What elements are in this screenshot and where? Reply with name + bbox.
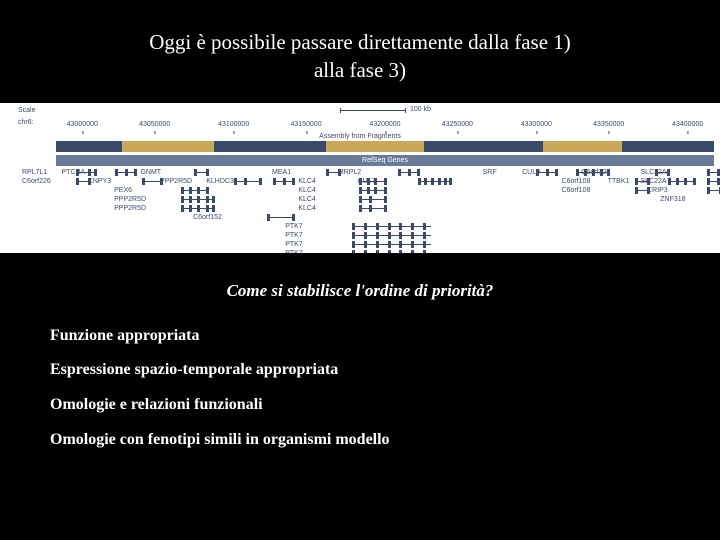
- gene-label: C6orf108: [562, 178, 591, 185]
- gene-track: [352, 241, 431, 248]
- gene-track: [76, 178, 89, 185]
- gene-area: RPL7L1C6orf226PTCRACNPY3GNMTPEX6PPP2R5DP…: [0, 169, 720, 253]
- bullet-item: Omologie con fenotipi simili in organism…: [50, 423, 670, 458]
- gene-track: [194, 169, 207, 176]
- gene-track: [707, 169, 720, 176]
- slide-subtitle: Come si stabilisce l'ordine di priorità?: [0, 253, 720, 319]
- gene-label: TTBK1: [608, 178, 630, 185]
- gene-track: [707, 178, 720, 185]
- coordinate-ruler: 43000000 43050000 43100000 43150000 43200000…: [56, 121, 714, 131]
- gene-track: [352, 232, 431, 239]
- gene-label: KLC4: [298, 178, 316, 185]
- ruler-tick: 43300000: [521, 121, 552, 128]
- gene-label: MRPL2: [338, 169, 361, 176]
- gene-track: [668, 178, 694, 185]
- gene-label: MEA1: [272, 169, 291, 176]
- gene-label: C6orf226: [22, 178, 51, 185]
- gene-track: [359, 196, 385, 203]
- gene-track: [707, 187, 720, 194]
- gene-label: KLHDC3: [206, 178, 234, 185]
- gene-track: [234, 178, 260, 185]
- gene-track: [635, 187, 648, 194]
- title-line-2: alla fase 3): [314, 58, 406, 82]
- title-line-1: Oggi è possibile passare direttamente da…: [149, 30, 571, 54]
- ruler-tick: 43200000: [369, 121, 400, 128]
- gene-track: [655, 169, 668, 176]
- gene-label: KLC4: [298, 187, 316, 194]
- gene-track: [398, 169, 418, 176]
- gene-label: KLC4: [298, 196, 316, 203]
- ruler-tick: 43000000: [67, 121, 98, 128]
- bullet-item: Espressione spazio-temporale appropriata: [50, 353, 670, 388]
- gene-label: GNMT: [140, 169, 161, 176]
- gene-track: [76, 169, 96, 176]
- ruler-tick: 43150000: [290, 121, 321, 128]
- assembly-segment: [214, 141, 326, 152]
- scale-row: Scale 100 kb: [0, 107, 720, 119]
- gene-label: ZNF318: [660, 196, 685, 203]
- gene-label: PPP2R5D: [114, 205, 146, 212]
- gene-track: [181, 196, 214, 203]
- gene-track: [273, 178, 293, 185]
- gene-label: PTK7: [285, 223, 303, 230]
- assembly-segment: [122, 141, 214, 152]
- gene-track: [418, 178, 451, 185]
- slide-title: Oggi è possibile passare direttamente da…: [0, 0, 720, 103]
- gene-track: [359, 205, 385, 212]
- gene-label: CRIP3: [647, 187, 668, 194]
- chrom-label: chr6:: [18, 119, 34, 126]
- assembly-segment: [543, 141, 622, 152]
- assembly-segment: [56, 141, 122, 152]
- gene-track: [576, 169, 609, 176]
- gene-label: KLC4: [298, 205, 316, 212]
- gene-track: [326, 169, 339, 176]
- assembly-segment: [622, 141, 714, 152]
- ruler-tick: 43250000: [442, 121, 473, 128]
- gene-track: [536, 169, 556, 176]
- gene-track: [181, 205, 214, 212]
- bullet-list: Funzione appropriata Espressione spazio-…: [0, 319, 720, 458]
- gene-track: [181, 187, 207, 194]
- gene-track: [267, 214, 293, 221]
- scale-bar: [340, 110, 406, 111]
- gene-label: PPP2R5D: [160, 178, 192, 185]
- gene-label: PPP2R5D: [114, 196, 146, 203]
- scale-value: 100 kb: [410, 106, 431, 113]
- gene-label: PEX6: [114, 187, 132, 194]
- gene-label: RPL7L1: [22, 169, 47, 176]
- assembly-band: [56, 141, 714, 152]
- bullet-item: Omologie e relazioni funzionali: [50, 388, 670, 423]
- gene-label: SRF: [483, 169, 497, 176]
- ruler-tick: 43100000: [218, 121, 249, 128]
- gene-track: [352, 223, 431, 230]
- gene-track: [352, 250, 431, 253]
- gene-label: C6orf152: [193, 214, 222, 221]
- gene-track: [635, 178, 648, 185]
- genome-browser-screenshot: Scale 100 kb chr6: 43000000 43050000 43100…: [0, 103, 720, 253]
- ruler-tick: 43350000: [593, 121, 624, 128]
- bullet-item: Funzione appropriata: [50, 319, 670, 354]
- gene-track: [359, 178, 385, 185]
- gene-label: PTK7: [285, 241, 303, 248]
- gene-label: C6orf108: [562, 187, 591, 194]
- gene-label: PTK7: [285, 250, 303, 253]
- assembly-segment: [326, 141, 425, 152]
- gene-label: PTK7: [285, 232, 303, 239]
- assembly-label: Assembly from Fragments: [319, 133, 401, 140]
- assembly-segment: [424, 141, 542, 152]
- ruler-tick: 43050000: [139, 121, 170, 128]
- gene-track: [115, 169, 135, 176]
- ruler-tick: 43400000: [672, 121, 703, 128]
- scale-label: Scale: [18, 107, 36, 114]
- gene-track: [142, 178, 162, 185]
- gene-track: [359, 187, 385, 194]
- gene-label: CNPY3: [88, 178, 111, 185]
- refseq-band: RefSeq Genes: [56, 155, 714, 166]
